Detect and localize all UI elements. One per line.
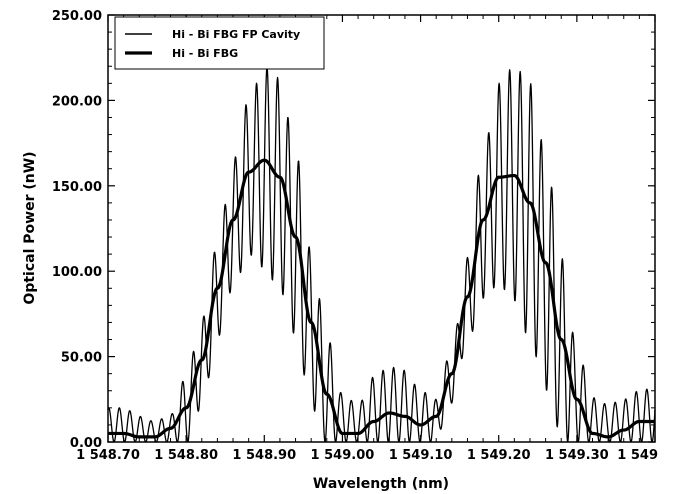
y-tick-label: 150.00 <box>52 180 102 195</box>
y-tick-label: 50.00 <box>61 351 102 366</box>
x-tick-label: 1 548.80 <box>154 448 218 463</box>
legend-label-series-1: Hi - Bi FBG FP Cavity <box>172 28 300 41</box>
y-tick-label: 250.00 <box>52 9 102 24</box>
x-tick-label: 1 548.90 <box>232 448 296 463</box>
legend: Hi - Bi FBG FP Cavity Hi - Bi FBG <box>114 16 325 70</box>
y-tick-label: 200.00 <box>52 94 102 109</box>
x-axis-ticks: 1 548.70 1 548.80 1 548.90 1 549.00 1 549.10… <box>76 15 658 463</box>
y-tick-label: 0.00 <box>70 436 102 451</box>
legend-label-series-2: Hi - Bi FBG <box>172 47 238 60</box>
y-axis-title: Optical Power (nW) <box>22 151 38 304</box>
y-axis-ticks: 0.00 50.00 100.00 150.00 200.00 250.00 <box>52 9 655 451</box>
x-axis-title: Wavelength (nm) <box>313 476 449 492</box>
series-line-hi-bi-fbg <box>106 158 657 439</box>
x-tick-label: 1 548.70 <box>76 448 140 463</box>
x-tick-label: 1 549.00 <box>311 448 375 463</box>
x-tick-label: 1 549.20 <box>467 448 531 463</box>
series-line-hi-bi-fbg-fp-cavity <box>107 66 656 443</box>
x-tick-label: 1 549 <box>617 448 658 463</box>
plot-frame <box>107 14 656 443</box>
x-tick-label: 1 549.30 <box>545 448 609 463</box>
x-tick-label: 1 549.10 <box>389 448 453 463</box>
y-tick-label: 100.00 <box>52 265 102 280</box>
legend-box <box>114 16 325 70</box>
series-layer <box>106 66 657 443</box>
